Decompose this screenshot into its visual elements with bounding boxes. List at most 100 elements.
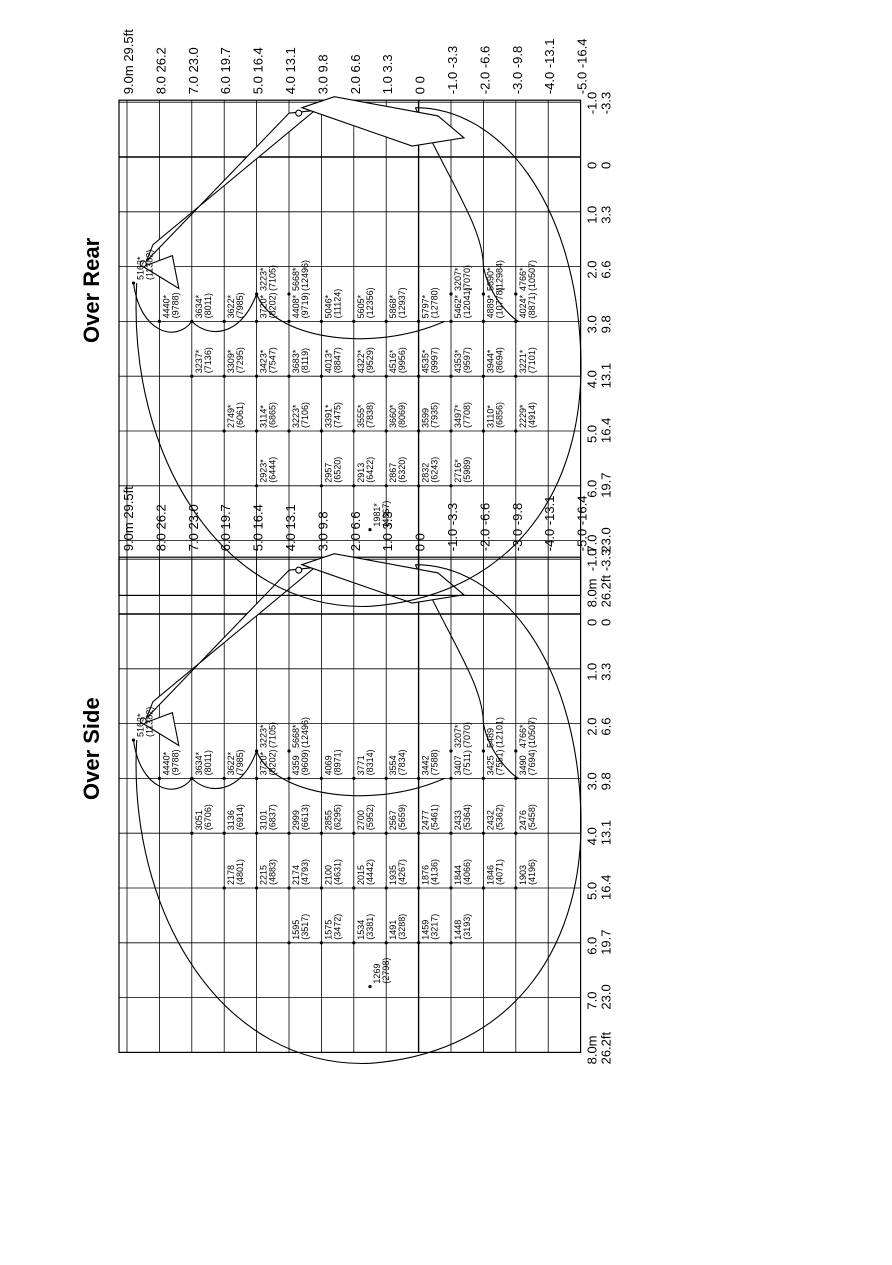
capacity-point <box>157 776 161 781</box>
capacity-lb-label: (7511) <box>462 750 472 775</box>
height-tick-label: 3.0 9.8 <box>315 511 330 551</box>
capacity-kg-label: 3423* <box>259 349 269 373</box>
capacity-point <box>417 484 421 488</box>
capacity-kg-label: 1903 <box>518 865 528 885</box>
radius-tick-label: 1.0 <box>585 206 600 224</box>
capacity-lb-label: (9529) <box>365 347 375 373</box>
capacity-point <box>255 292 259 296</box>
working-envelope <box>135 107 582 607</box>
capacity-kg-label: 4535* <box>421 349 431 373</box>
capacity-point <box>255 749 259 753</box>
capacity-point <box>384 886 388 890</box>
capacity-lb-label: (3288) <box>397 914 407 940</box>
capacity-kg-label: 4024* <box>518 294 528 318</box>
capacity-lb-label: (7834) <box>397 749 407 775</box>
capacity-kg-label: 3051 <box>194 810 204 830</box>
capacity-point <box>449 941 453 945</box>
capacity-point <box>481 776 485 781</box>
capacity-lb-label: (8202) <box>268 292 278 318</box>
capacity-kg-label: 3407 <box>453 755 463 775</box>
capacity-kg-label: 3720* <box>259 294 269 318</box>
capacity-kg-label: 3207* <box>453 267 463 291</box>
capacity-point <box>222 776 226 781</box>
capacity-point <box>481 374 485 378</box>
capacity-kg-label: 5046* <box>323 294 333 318</box>
radius-tick-label: 26.2ft <box>599 574 614 607</box>
capacity-lb-label: (4914) <box>527 402 537 428</box>
capacity-point <box>417 374 421 378</box>
capacity-lb-label: (7105) <box>268 722 278 748</box>
capacity-lb-label: (5458) <box>527 804 537 830</box>
height-tick-label: 1.0 3.3 <box>380 511 395 551</box>
capacity-kg-label: 3425 <box>485 755 495 775</box>
capacity-lb-label: (6914) <box>235 804 245 830</box>
capacity-point <box>417 429 421 433</box>
capacity-kg-label: 3223* <box>259 724 269 748</box>
height-tick-label: 4.0 13.1 <box>283 47 298 94</box>
capacity-point <box>514 292 518 296</box>
capacity-kg-label: 1459 <box>421 920 431 940</box>
capacity-lb-label: (6837) <box>268 804 278 830</box>
capacity-point <box>287 292 291 296</box>
radius-tick-label: 16.4 <box>599 418 614 443</box>
capacity-lb-label: (9719) <box>300 292 310 318</box>
capacity-kg-label: 3221* <box>518 349 528 373</box>
capacity-lb-label: (8202) <box>268 749 278 775</box>
capacity-kg-label: 5797* <box>421 294 431 318</box>
capacity-lb-label: (6061) <box>235 402 245 428</box>
radius-tick-label: 6.6 <box>599 718 614 736</box>
capacity-kg-label: 3634* <box>194 751 204 775</box>
capacity-point <box>255 429 259 433</box>
capacity-point <box>514 831 518 835</box>
capacity-point <box>384 831 388 835</box>
capacity-point <box>287 374 291 378</box>
capacity-point <box>255 319 259 323</box>
capacity-lb-label: (7838) <box>365 402 375 428</box>
capacity-lb-label: (4631) <box>332 859 342 885</box>
capacity-kg-label: 1876 <box>421 865 431 885</box>
capacity-kg-label: 2716* <box>453 459 463 483</box>
capacity-kg-label: 4322* <box>356 349 366 373</box>
height-tick-label: -3.0 -9.8 <box>510 46 525 94</box>
height-tick-label: 0 0 <box>413 76 428 94</box>
capacity-lb-label: (3381) <box>365 914 375 940</box>
capacity-kg-label: 3944* <box>485 349 495 373</box>
capacity-lb-label: (6865) <box>268 402 278 428</box>
capacity-kg-label: 2477 <box>421 810 431 830</box>
capacity-kg-label: 3442 <box>421 755 431 775</box>
capacity-kg-label: 3110* <box>485 405 495 428</box>
capacity-point <box>449 749 453 753</box>
capacity-kg-label: 1981* <box>372 503 382 527</box>
capacity-point <box>481 292 485 296</box>
boom-arm <box>145 109 317 262</box>
capacity-point <box>514 319 518 323</box>
capacity-kg-label: 5462* <box>453 294 463 318</box>
capacity-lb-label: (7551) <box>494 749 504 775</box>
capacity-kg-label: 3223* <box>291 404 301 428</box>
bucket <box>141 711 180 747</box>
radius-tick-label: 3.3 <box>599 206 614 224</box>
height-tick-label: 9.0m 29.5ft <box>121 486 136 551</box>
radius-tick-label: 0 <box>585 619 600 626</box>
radius-tick-label: -3.3 <box>599 549 614 571</box>
capacity-kg-label: 4408* <box>291 294 301 318</box>
capacity-kg-label: 3660* <box>388 404 398 428</box>
capacity-kg-label: 3136 <box>226 810 236 830</box>
capacity-kg-label: 3101 <box>259 810 269 830</box>
capacity-lb-label: (9997) <box>430 347 440 373</box>
chart-panel: 9.0m 29.5ft 8.0 26.2 7.0 23.0 6.0 19.7 5.0 1… <box>79 486 614 1065</box>
arm-pin <box>295 109 303 117</box>
capacity-lb-label: (2798) <box>381 958 391 984</box>
capacity-lb-label: (11124) <box>332 289 342 319</box>
capacity-kg-label: 2700 <box>356 810 366 830</box>
capacity-kg-label: 2229* <box>518 404 528 428</box>
capacity-lb-label: (9956) <box>397 347 407 373</box>
capacity-kg-label: 5890* <box>485 267 495 291</box>
chart-title: Over Rear <box>79 237 104 343</box>
capacity-point <box>319 374 323 378</box>
capacity-point <box>449 429 453 433</box>
capacity-point <box>417 831 421 835</box>
capacity-point <box>222 319 226 323</box>
capacity-lb-label: (7588) <box>430 749 440 775</box>
capacity-point <box>352 941 356 945</box>
